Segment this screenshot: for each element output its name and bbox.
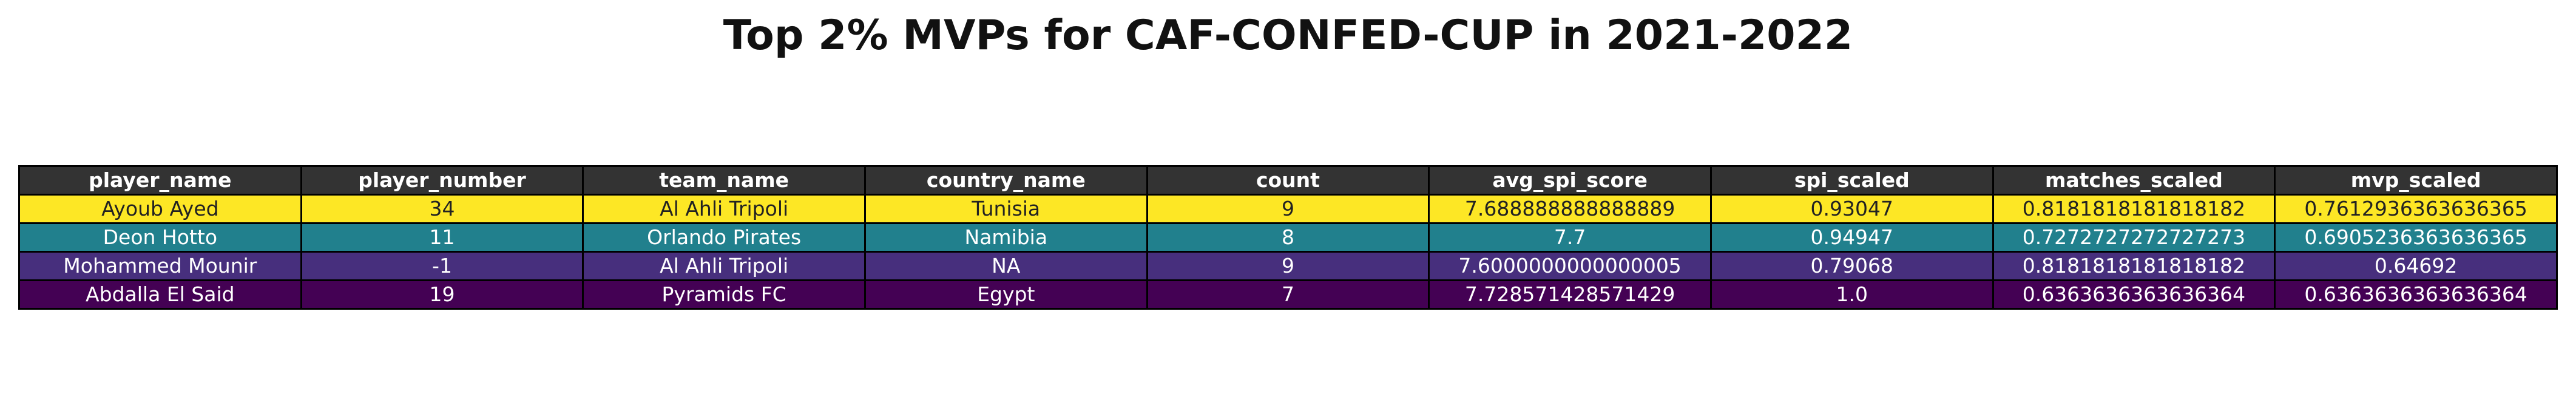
table-row: Abdalla El Said 19 Pyramids FC Egypt 7 7.7285…: [18, 279, 2558, 310]
table-cell-count: 9: [1146, 251, 1430, 281]
column-header-team-name: team_name: [582, 165, 866, 196]
mvp-table: player_name player_number team_name country…: [18, 165, 2558, 310]
table-row: Deon Hotto 11 Orlando Pirates Namibia 8 7.7 0.…: [18, 222, 2558, 253]
table-cell-avg-spi-score: 7.728571428571429: [1428, 279, 1712, 310]
table-cell-team-name: Al Ahli Tripoli: [582, 251, 866, 281]
table-cell-player-name: Deon Hotto: [18, 222, 302, 253]
table-cell-player-name: Mohammed Mounir: [18, 251, 302, 281]
table-cell-matches-scaled: 0.6363636363636364: [1992, 279, 2276, 310]
table-cell-count: 8: [1146, 222, 1430, 253]
table-header-row: player_name player_number team_name country…: [18, 165, 2558, 196]
table-cell-country-name: NA: [864, 251, 1148, 281]
column-header-mvp-scaled: mvp_scaled: [2274, 165, 2558, 196]
table-cell-player-number: -1: [300, 251, 584, 281]
chart-title: Top 2% MVPs for CAF-CONFED-CUP in 2021-2…: [723, 12, 1853, 60]
table-cell-player-number: 34: [300, 194, 584, 224]
table-cell-spi-scaled: 1.0: [1709, 279, 1994, 310]
table-cell-spi-scaled: 0.79068: [1709, 251, 1994, 281]
table-cell-matches-scaled: 0.7272727272727273: [1992, 222, 2276, 253]
table-cell-country-name: Egypt: [864, 279, 1148, 310]
table-body: Ayoub Ayed 34 Al Ahli Tripoli Tunisia 9 7.688…: [18, 194, 2558, 310]
column-header-matches-scaled: matches_scaled: [1992, 165, 2276, 196]
table-cell-player-name: Abdalla El Said: [18, 279, 302, 310]
table-row: Mohammed Mounir -1 Al Ahli Tripoli NA 9 7.600…: [18, 251, 2558, 281]
table-cell-matches-scaled: 0.8181818181818182: [1992, 251, 2276, 281]
table-cell-avg-spi-score: 7.7: [1428, 222, 1712, 253]
table-cell-player-number: 11: [300, 222, 584, 253]
table-cell-avg-spi-score: 7.688888888888889: [1428, 194, 1712, 224]
table-cell-country-name: Namibia: [864, 222, 1148, 253]
table-cell-mvp-scaled: 0.7612936363636365: [2274, 194, 2558, 224]
table-cell-country-name: Tunisia: [864, 194, 1148, 224]
table-cell-player-number: 19: [300, 279, 584, 310]
table-cell-avg-spi-score: 7.6000000000000005: [1428, 251, 1712, 281]
column-header-player-name: player_name: [18, 165, 302, 196]
table-cell-matches-scaled: 0.8181818181818182: [1992, 194, 2276, 224]
table-cell-spi-scaled: 0.94947: [1709, 222, 1994, 253]
table-cell-count: 9: [1146, 194, 1430, 224]
table-cell-player-name: Ayoub Ayed: [18, 194, 302, 224]
table-cell-team-name: Pyramids FC: [582, 279, 866, 310]
column-header-count: count: [1146, 165, 1430, 196]
table-row: Ayoub Ayed 34 Al Ahli Tripoli Tunisia 9 7.688…: [18, 194, 2558, 224]
column-header-country-name: country_name: [864, 165, 1148, 196]
table-cell-spi-scaled: 0.93047: [1709, 194, 1994, 224]
column-header-avg-spi-score: avg_spi_score: [1428, 165, 1712, 196]
table-cell-team-name: Al Ahli Tripoli: [582, 194, 866, 224]
table-cell-mvp-scaled: 0.6363636363636364: [2274, 279, 2558, 310]
column-header-player-number: player_number: [300, 165, 584, 196]
table-cell-count: 7: [1146, 279, 1430, 310]
column-header-spi-scaled: spi_scaled: [1709, 165, 1994, 196]
table-cell-team-name: Orlando Pirates: [582, 222, 866, 253]
table-cell-mvp-scaled: 0.64692: [2274, 251, 2558, 281]
table-cell-mvp-scaled: 0.6905236363636365: [2274, 222, 2558, 253]
